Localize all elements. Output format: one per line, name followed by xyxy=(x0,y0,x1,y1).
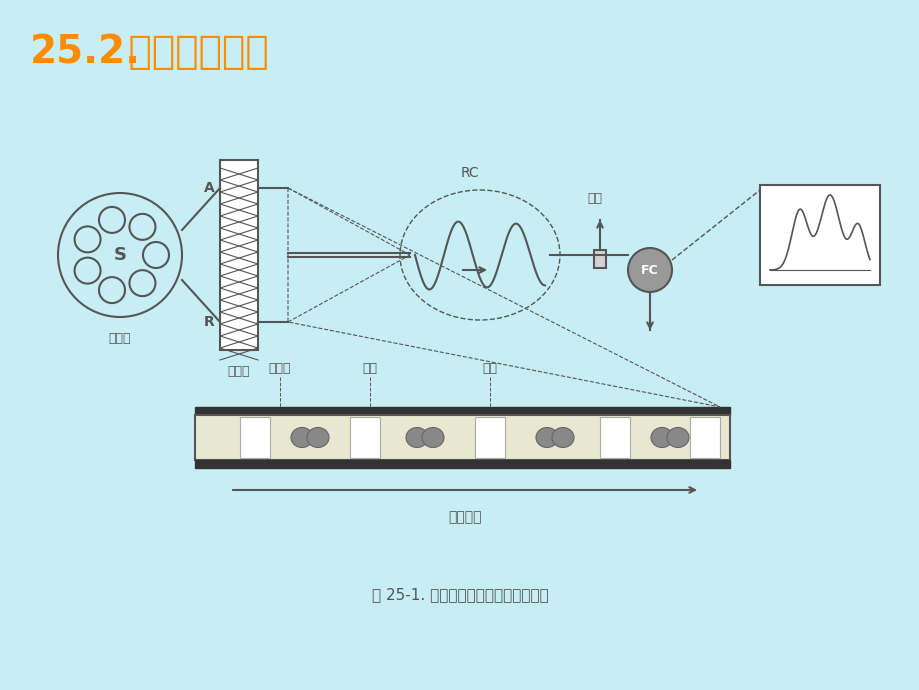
Text: 蠕动泵: 蠕动泵 xyxy=(228,365,250,378)
Bar xyxy=(599,417,630,458)
Ellipse shape xyxy=(422,428,444,448)
Bar xyxy=(474,417,505,458)
Ellipse shape xyxy=(651,428,673,448)
Text: 试样: 试样 xyxy=(362,362,377,375)
Bar xyxy=(195,415,729,460)
Text: 试剂: 试剂 xyxy=(482,362,497,375)
Bar xyxy=(195,407,729,415)
Bar xyxy=(195,460,729,468)
Text: 流动方向: 流动方向 xyxy=(448,510,482,524)
Text: 试样盘: 试样盘 xyxy=(108,332,131,345)
Text: 25.2.: 25.2. xyxy=(30,33,141,71)
Bar xyxy=(220,160,257,350)
Bar xyxy=(759,185,879,285)
Ellipse shape xyxy=(666,428,688,448)
Ellipse shape xyxy=(536,428,558,448)
Text: 流动注射分析: 流动注射分析 xyxy=(115,33,268,71)
Bar xyxy=(689,417,720,458)
Circle shape xyxy=(628,248,671,292)
Bar xyxy=(240,417,269,458)
Bar xyxy=(594,250,606,268)
Text: FC: FC xyxy=(641,264,658,277)
Text: A: A xyxy=(204,181,215,195)
Text: S: S xyxy=(113,246,127,264)
Text: 图 25-1. 气泡间隔连续流动分析示意图: 图 25-1. 气泡间隔连续流动分析示意图 xyxy=(371,587,548,602)
Text: 空气泡: 空气泡 xyxy=(268,362,291,375)
Text: RC: RC xyxy=(460,166,479,180)
Bar xyxy=(349,417,380,458)
Text: 排泡: 排泡 xyxy=(587,192,602,205)
Ellipse shape xyxy=(290,428,312,448)
Ellipse shape xyxy=(405,428,427,448)
Text: R: R xyxy=(204,315,215,329)
Ellipse shape xyxy=(307,428,329,448)
Ellipse shape xyxy=(551,428,573,448)
